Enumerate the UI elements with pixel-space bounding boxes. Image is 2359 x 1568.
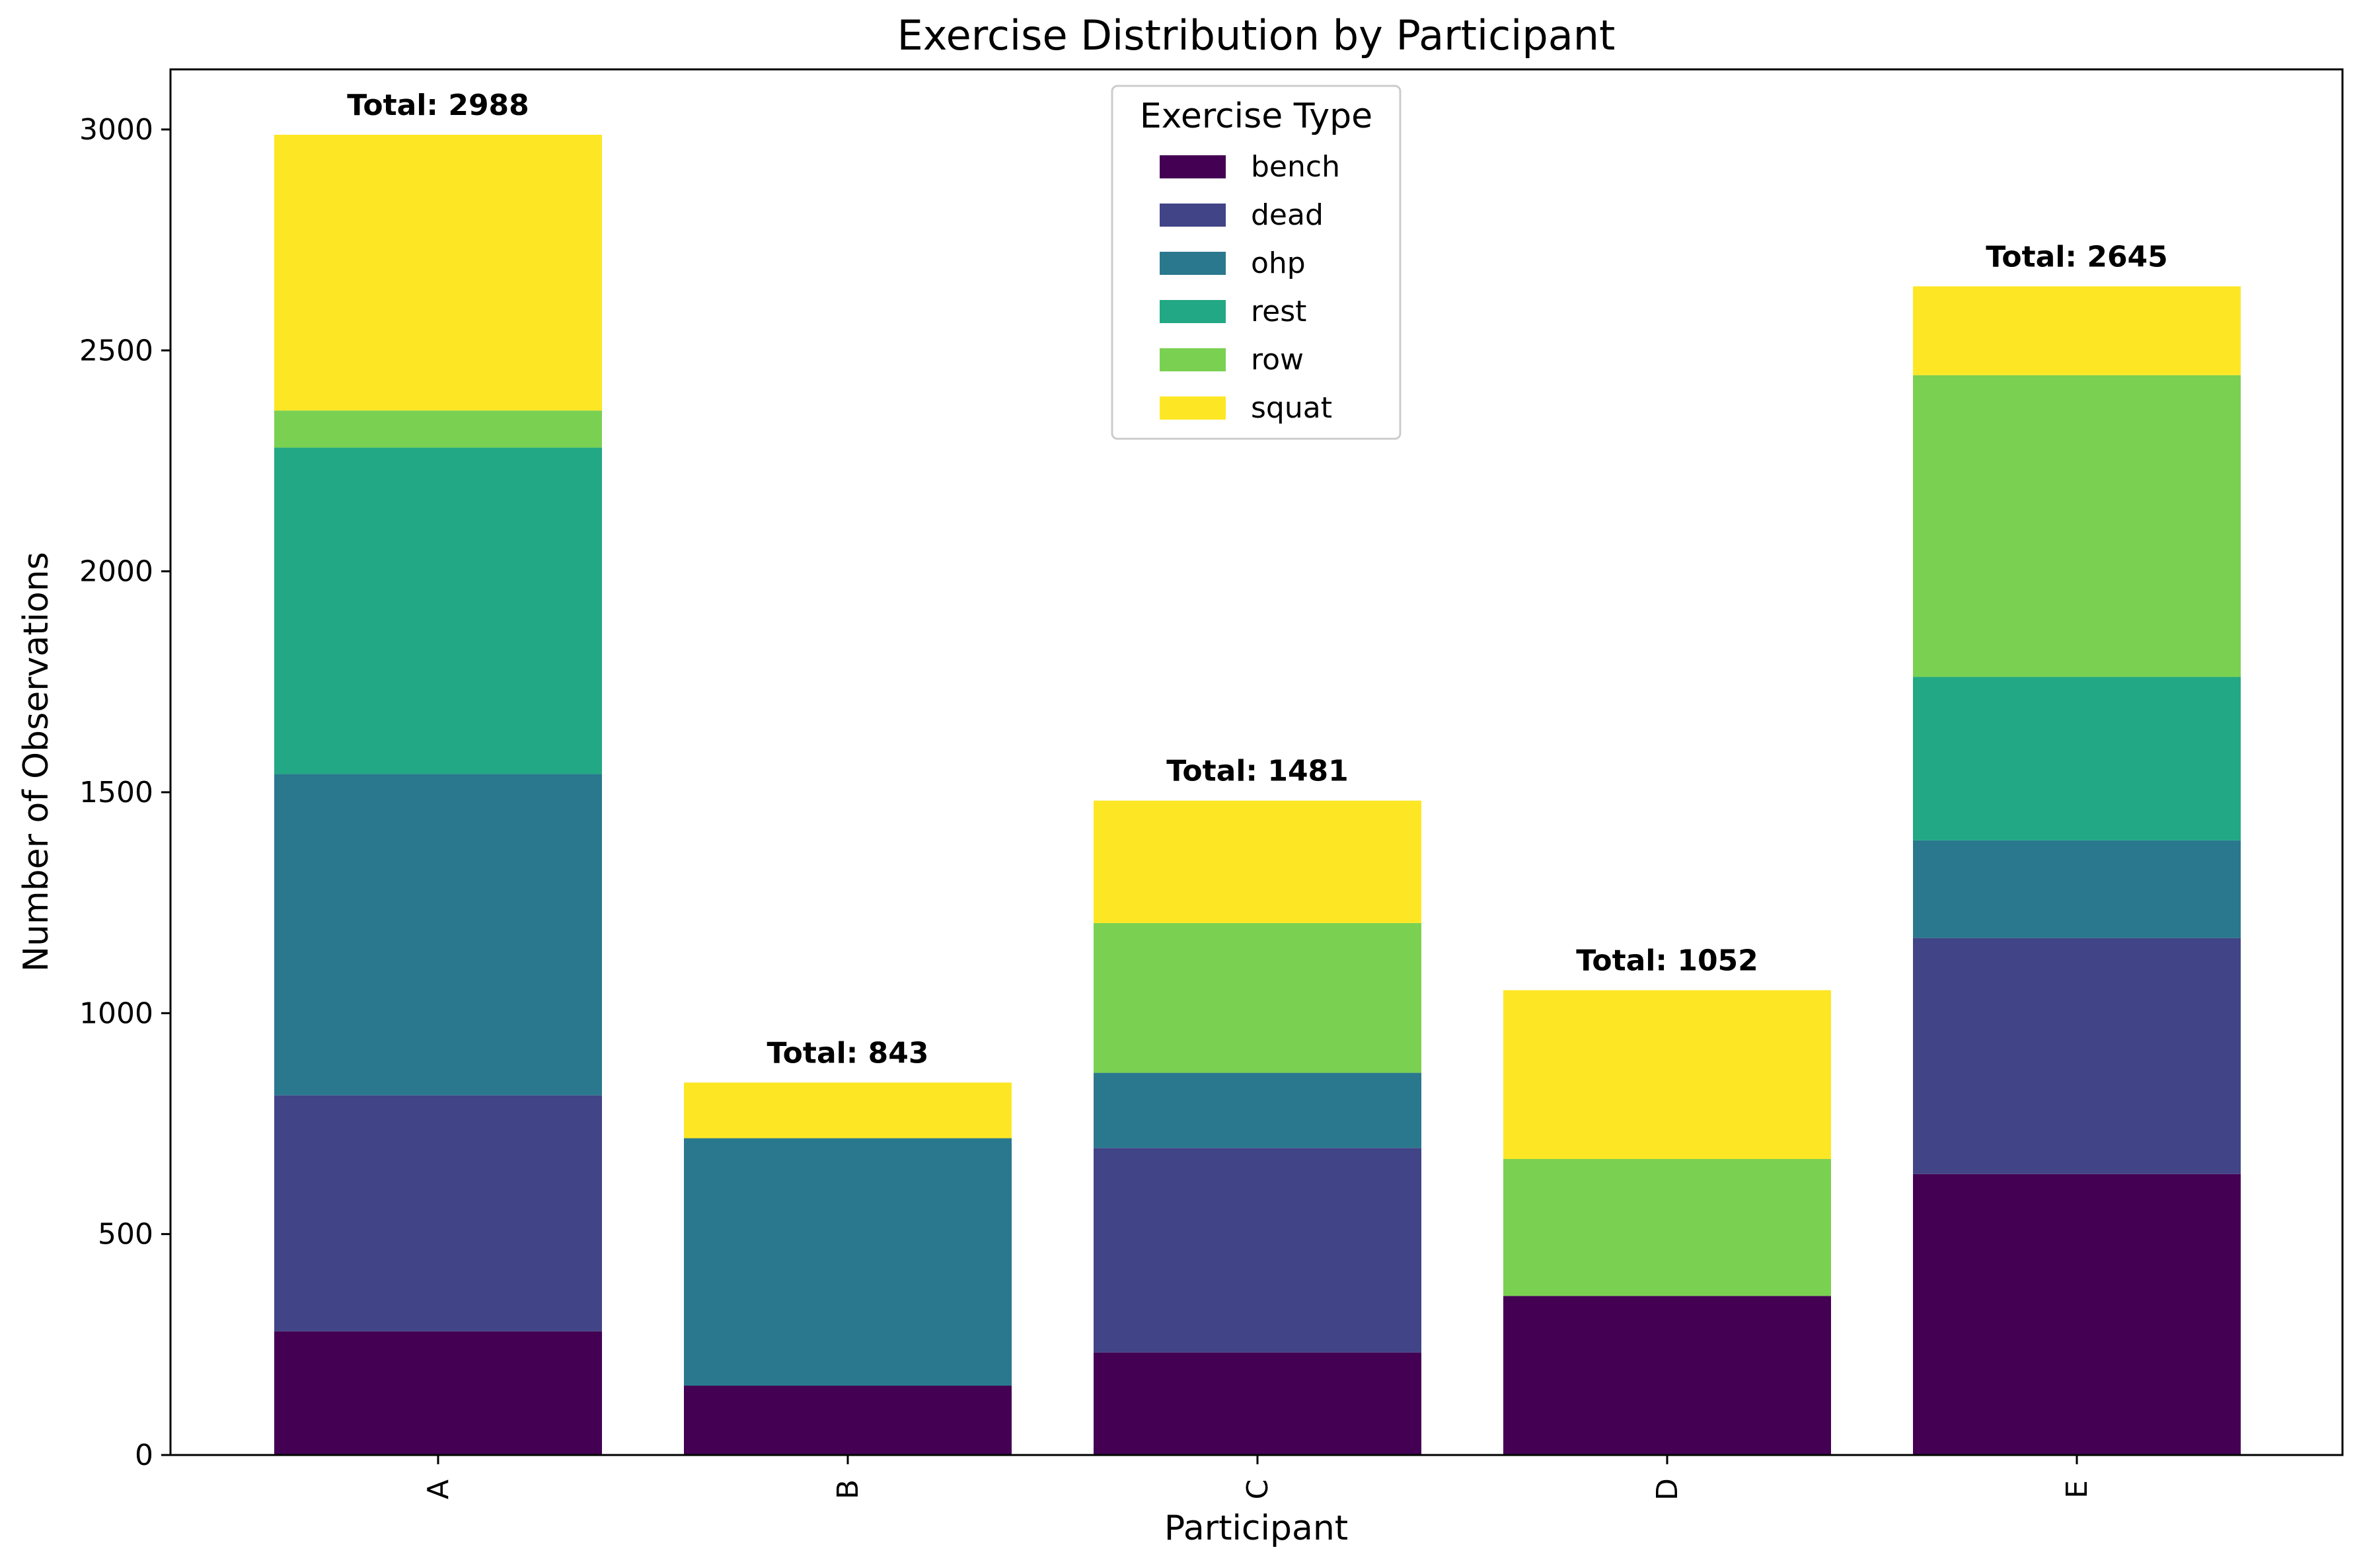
bar-segment-a-rest (274, 447, 602, 774)
bar-segment-b-bench (684, 1386, 1012, 1455)
total-labels-group: Total: 2988 Total: 843 Total: 1481 Total: 1… (347, 89, 2168, 1070)
bar-segment-d-bench (1503, 1296, 1831, 1455)
legend-swatch-row (1160, 348, 1226, 371)
bar-segment-e-ohp (1913, 840, 2241, 938)
legend-label-row: row (1251, 343, 1304, 377)
x-axis: A B C D E (422, 1455, 2094, 1501)
legend-label-dead: dead (1251, 198, 1324, 232)
bars-group (274, 134, 2241, 1455)
total-label-a: Total: 2988 (347, 89, 529, 122)
bar-segment-d-row (1503, 1158, 1831, 1296)
legend-title: Exercise Type (1140, 96, 1372, 136)
y-tick-label: 1500 (79, 776, 153, 809)
x-tick-label-d: D (1651, 1478, 1684, 1501)
y-axis-title: Number of Observations (17, 552, 56, 972)
chart-title: Exercise Distribution by Participant (897, 11, 1616, 59)
legend-swatch-bench (1160, 155, 1226, 178)
bar-segment-c-row (1094, 922, 1421, 1073)
x-tick-label-b: B (831, 1479, 865, 1499)
y-tick-label: 1000 (79, 996, 153, 1030)
bar-segment-a-squat (274, 134, 602, 411)
bar-segment-a-row (274, 410, 602, 448)
y-tick-label: 2000 (79, 555, 153, 589)
total-label-e: Total: 2645 (1986, 240, 2168, 274)
x-axis-title: Participant (1164, 1509, 1348, 1548)
total-label-b: Total: 843 (767, 1036, 929, 1070)
legend-label-squat: squat (1251, 391, 1332, 425)
bar-segment-d-squat (1503, 990, 1831, 1159)
bar-segment-b-squat (684, 1082, 1012, 1139)
x-tick-label-e: E (2060, 1480, 2094, 1499)
bar-segment-b-ohp (684, 1138, 1012, 1386)
bar-segment-e-dead (1913, 938, 2241, 1174)
y-tick-label: 500 (98, 1218, 153, 1251)
bar-segment-c-squat (1094, 800, 1421, 923)
legend-swatch-squat (1160, 396, 1226, 420)
bar-segment-a-ohp (274, 774, 602, 1096)
y-tick-label: 0 (135, 1438, 153, 1472)
y-tick-label: 2500 (79, 334, 153, 367)
y-tick-label: 3000 (79, 113, 153, 147)
bar-segment-a-dead (274, 1095, 602, 1331)
bar-segment-e-bench (1913, 1174, 2241, 1455)
legend-label-ohp: ohp (1251, 246, 1306, 280)
bar-segment-c-ohp (1094, 1072, 1421, 1148)
legend-swatch-rest (1160, 300, 1226, 323)
legend: Exercise Type bench dead ohp rest row squat (1111, 85, 1402, 440)
legend-swatch-ohp (1160, 252, 1226, 275)
bar-segment-c-dead (1094, 1148, 1421, 1353)
legend-label-bench: bench (1251, 150, 1340, 184)
bar-segment-e-squat (1913, 286, 2241, 375)
bar-segment-e-row (1913, 375, 2241, 677)
legend-label-rest: rest (1251, 295, 1306, 328)
bar-segment-e-rest (1913, 677, 2241, 840)
bar-segment-a-bench (274, 1331, 602, 1455)
y-axis: 0 500 1000 1500 2000 2500 3000 (79, 113, 170, 1472)
legend-swatch-dead (1160, 204, 1226, 227)
total-label-c: Total: 1481 (1166, 755, 1349, 788)
total-label-d: Total: 1052 (1576, 944, 1758, 978)
x-tick-label-a: A (422, 1479, 455, 1499)
x-tick-label-c: C (1241, 1479, 1275, 1500)
bar-segment-c-bench (1094, 1352, 1421, 1455)
